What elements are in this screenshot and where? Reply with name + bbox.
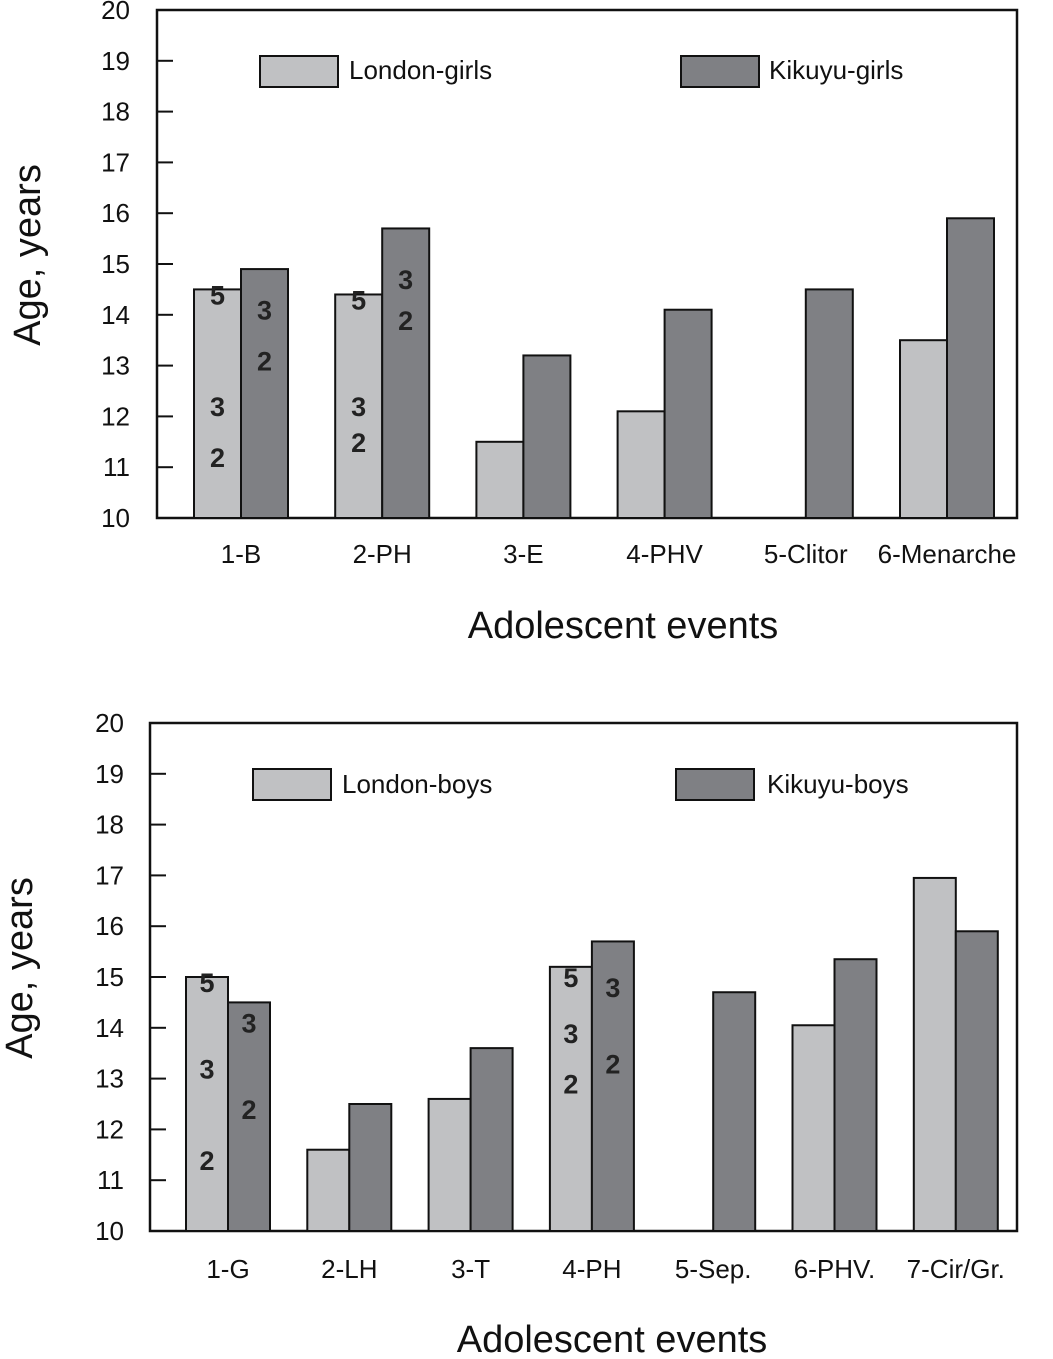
chart2-legend-label: Kikuyu-boys	[767, 769, 909, 799]
chart2-bar-series-1	[185, 976, 229, 1232]
chart2-x-tick-label: 4-PH	[562, 1254, 621, 1284]
chart1-bar-annotation: 5	[210, 280, 225, 310]
chart2-bar-series-2	[469, 1047, 514, 1232]
chart2-bar-annotation: 2	[241, 1095, 256, 1125]
chart1-legend-swatch	[680, 55, 760, 88]
chart2-bar-annotation: 2	[199, 1146, 214, 1176]
chart2-x-tick-label: 5-Sep.	[675, 1254, 752, 1284]
chart1-legend-label: London-girls	[349, 55, 492, 85]
chart2-y-tick-label: 15	[95, 962, 124, 992]
chart2-bar-annotation: 3	[563, 1019, 578, 1049]
chart1-legend-swatch	[259, 55, 339, 88]
chart2-y-tick-label: 16	[95, 911, 124, 941]
chart1-bar-annotation: 3	[210, 392, 225, 422]
chart1-bar-annotation: 2	[257, 347, 272, 377]
chart2-y-tick-label: 19	[95, 759, 124, 789]
chart1-bar-series-2	[663, 308, 713, 519]
chart1-bar-series-1	[616, 410, 666, 520]
chart1-bar-series-1	[899, 339, 948, 520]
chart2-y-tick-label: 17	[95, 860, 124, 890]
chart1-y-tick-label: 11	[103, 452, 130, 482]
chart2-x-tick-label: 1-G	[206, 1254, 249, 1284]
chart1-bar-annotation: 3	[398, 265, 413, 295]
chart1-y-tick-label: 14	[101, 300, 130, 330]
chart2-x-tick-label: 6-PHV.	[794, 1254, 875, 1284]
chart2-y-tick-label: 10	[95, 1216, 124, 1246]
chart2-bar-annotation: 3	[199, 1054, 214, 1084]
chart1-y-tick-label: 16	[101, 198, 130, 228]
chart2-legend-label: London-boys	[342, 769, 492, 799]
chart2-bar-series-1	[791, 1024, 836, 1233]
chart1-bar-annotation: 2	[398, 306, 413, 336]
chart2-bar-annotation: 3	[605, 973, 620, 1003]
chart2-bar-annotation: 3	[241, 1009, 256, 1039]
chart1-bar-series-2	[522, 354, 572, 519]
chart1-y-tick-label: 19	[101, 46, 130, 76]
chart1-y-tick-label: 20	[101, 0, 130, 25]
chart2-legend-swatch	[675, 768, 755, 801]
chart1-y-axis-title: Age, years	[7, 164, 49, 346]
chart2-y-tick-label: 12	[95, 1114, 124, 1144]
chart2-y-tick-label: 14	[95, 1013, 124, 1043]
chart1-x-tick-label: 3-E	[503, 539, 543, 569]
chart2-x-axis-title: Adolescent events	[457, 1319, 768, 1359]
chart2-x-tick-label: 3-T	[451, 1254, 490, 1284]
chart2-bar-series-1	[912, 876, 957, 1232]
chart1-bar-annotation: 3	[351, 392, 366, 422]
chart2-y-tick-label: 20	[95, 708, 124, 738]
chart1-x-axis-title: Adolescent events	[468, 605, 779, 647]
chart1-bar-series-1	[475, 440, 525, 519]
chart2-bar-series-1	[427, 1097, 472, 1233]
chart1-bar-annotation: 2	[351, 428, 366, 458]
chart2-bar-annotation: 5	[563, 963, 578, 993]
chart1-bar-annotation: 5	[351, 286, 366, 316]
chart2-y-axis-title: Age, years	[0, 877, 41, 1059]
chart1-y-tick-label: 18	[101, 97, 130, 127]
chart1-bar-annotation: 2	[210, 443, 225, 473]
chart2-bar-series-1	[548, 965, 593, 1233]
chart1-y-tick-label: 17	[101, 147, 130, 177]
chart1-bar-series-2	[804, 288, 854, 519]
chart1-bar-series-2	[240, 268, 289, 519]
chart2-y-tick-label: 13	[95, 1064, 124, 1094]
chart2-bar-series-2	[227, 1001, 271, 1233]
chart2-bar-series-2	[348, 1103, 393, 1232]
chart1-y-tick-label: 15	[101, 249, 130, 279]
chart2-bar-annotation: 5	[199, 968, 214, 998]
chart2-x-tick-label: 2-LH	[321, 1254, 377, 1284]
chart1-legend-label: Kikuyu-girls	[769, 55, 903, 85]
chart2-bar-series-2	[712, 991, 757, 1232]
chart2-x-tick-label: 7-Cir/Gr.	[907, 1254, 1005, 1284]
chart1-x-tick-label: 1-B	[221, 539, 261, 569]
chart1-bar-annotation: 3	[257, 296, 272, 326]
chart2-bar-annotation: 2	[605, 1049, 620, 1079]
chart1-x-tick-label: 2-PH	[353, 539, 412, 569]
chart1-y-tick-label: 12	[101, 401, 130, 431]
chart1-bar-series-1	[193, 288, 242, 519]
chart1-y-tick-label: 13	[101, 351, 130, 381]
chart2-bar-series-1	[306, 1148, 351, 1232]
chart2-bar-series-2	[833, 958, 878, 1232]
chart1-y-tick-label: 10	[101, 503, 130, 533]
chart1-bar-series-2	[381, 227, 431, 519]
chart2-y-tick-label: 18	[95, 810, 124, 840]
chart2-bar-annotation: 2	[563, 1070, 578, 1100]
chart2-bar-series-2	[590, 940, 635, 1232]
chart1-x-tick-label: 4-PHV	[626, 539, 703, 569]
chart2-bar-series-2	[954, 930, 999, 1233]
chart1-x-tick-label: 5-Clitor	[764, 539, 848, 569]
chart1-x-tick-label: 6-Menarche	[878, 539, 1017, 569]
chart2-y-tick-label: 11	[97, 1165, 124, 1195]
chart1-bar-series-2	[946, 217, 995, 519]
chart2-legend-swatch	[252, 768, 332, 801]
